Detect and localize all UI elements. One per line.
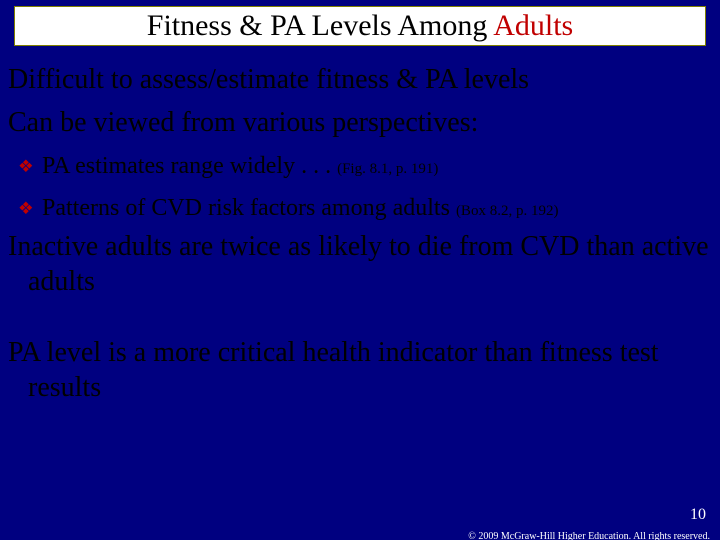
bullet-text: Inactive adults are twice as likely to d… [8, 231, 709, 297]
bullet-text: Can be viewed from various perspectives: [8, 107, 478, 138]
bullet-text: Patterns of CVD risk factors among adult… [42, 195, 456, 221]
slide-number: 10 [690, 506, 706, 524]
bullet-ref: (Fig. 8.1, p. 191) [337, 161, 438, 177]
bullet-level1: ◆Can be viewed from various perspectives… [6, 105, 714, 140]
title-bar: Fitness & PA Levels Among Adults [14, 6, 706, 46]
copyright-text: © 2009 McGraw-Hill Higher Education. All… [468, 531, 710, 540]
bullet-ref: (Box 8.2, p. 192) [456, 203, 559, 219]
bullet-level2: ❖Patterns of CVD risk factors among adul… [40, 192, 714, 224]
bullet-level1: ◆Difficult to assess/estimate fitness & … [6, 62, 714, 97]
bullet-level1: ◆Inactive adults are twice as likely to … [6, 229, 714, 299]
bullet-text: PA level is a more critical health indic… [8, 337, 659, 403]
bullet-text: PA estimates range widely . . . [42, 153, 337, 179]
bullet-level2: ❖PA estimates range widely . . . (Fig. 8… [40, 150, 714, 182]
bullet-level1: ◆PA level is a more critical health indi… [6, 335, 714, 405]
bullet-text: Difficult to assess/estimate fitness & P… [8, 64, 529, 95]
title-prefix: Fitness & PA Levels Among [147, 9, 493, 42]
content-area: ◆Difficult to assess/estimate fitness & … [0, 46, 720, 405]
spacer [6, 299, 714, 327]
title-accent: Adults [493, 9, 573, 42]
